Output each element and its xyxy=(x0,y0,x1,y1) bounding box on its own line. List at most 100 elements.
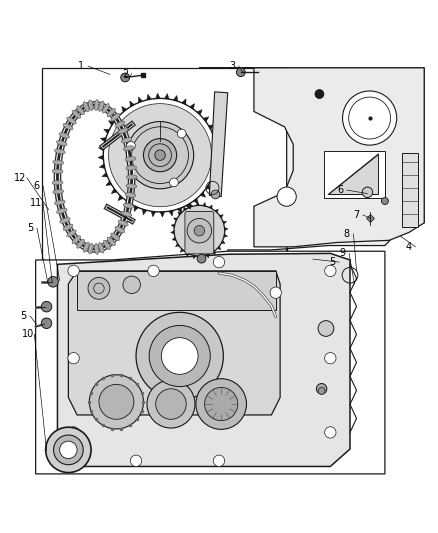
Circle shape xyxy=(213,256,225,268)
Ellipse shape xyxy=(67,230,76,237)
Circle shape xyxy=(127,122,194,189)
Polygon shape xyxy=(206,185,212,190)
Polygon shape xyxy=(180,248,184,252)
Polygon shape xyxy=(187,253,190,256)
Polygon shape xyxy=(171,224,175,228)
Ellipse shape xyxy=(52,181,63,185)
Ellipse shape xyxy=(53,160,64,165)
Ellipse shape xyxy=(126,184,137,188)
Polygon shape xyxy=(175,244,179,247)
Circle shape xyxy=(53,435,83,465)
Ellipse shape xyxy=(77,106,85,115)
Circle shape xyxy=(88,277,110,299)
Ellipse shape xyxy=(102,103,109,113)
Ellipse shape xyxy=(77,239,85,248)
Circle shape xyxy=(149,326,210,386)
Circle shape xyxy=(41,318,52,328)
Polygon shape xyxy=(193,255,196,259)
Circle shape xyxy=(211,190,220,199)
Polygon shape xyxy=(182,99,186,104)
Ellipse shape xyxy=(63,124,73,130)
Circle shape xyxy=(46,427,91,473)
Polygon shape xyxy=(130,101,134,107)
Ellipse shape xyxy=(83,102,89,112)
Text: 9: 9 xyxy=(339,248,346,259)
Ellipse shape xyxy=(118,128,128,134)
Ellipse shape xyxy=(125,157,136,161)
Polygon shape xyxy=(190,204,193,207)
Polygon shape xyxy=(184,207,187,211)
Circle shape xyxy=(68,265,79,277)
Polygon shape xyxy=(223,221,226,224)
Ellipse shape xyxy=(99,101,104,111)
Circle shape xyxy=(144,139,177,172)
Polygon shape xyxy=(224,234,228,237)
Polygon shape xyxy=(200,192,205,197)
Polygon shape xyxy=(42,68,287,260)
Polygon shape xyxy=(206,254,209,258)
Ellipse shape xyxy=(53,189,64,194)
Circle shape xyxy=(68,352,79,364)
Polygon shape xyxy=(165,94,169,99)
Polygon shape xyxy=(403,153,418,227)
Ellipse shape xyxy=(72,236,81,244)
Ellipse shape xyxy=(54,200,65,205)
Text: 5: 5 xyxy=(20,311,27,321)
Circle shape xyxy=(161,338,198,374)
Circle shape xyxy=(325,352,336,364)
Ellipse shape xyxy=(83,242,89,252)
Polygon shape xyxy=(209,92,228,197)
Circle shape xyxy=(381,198,389,205)
Polygon shape xyxy=(99,146,104,151)
Circle shape xyxy=(48,277,58,287)
Ellipse shape xyxy=(59,133,70,138)
Polygon shape xyxy=(215,142,221,146)
Text: 6: 6 xyxy=(337,185,343,195)
Ellipse shape xyxy=(57,208,67,213)
Polygon shape xyxy=(203,203,206,206)
Text: 7: 7 xyxy=(353,210,360,220)
Text: 8: 8 xyxy=(344,229,350,239)
Polygon shape xyxy=(118,195,123,201)
Text: 3: 3 xyxy=(229,61,235,71)
Circle shape xyxy=(187,219,212,243)
Ellipse shape xyxy=(126,166,137,170)
Text: 1: 1 xyxy=(78,61,85,71)
Polygon shape xyxy=(211,177,216,181)
Ellipse shape xyxy=(60,217,70,223)
Polygon shape xyxy=(173,95,177,101)
Circle shape xyxy=(177,129,186,138)
FancyBboxPatch shape xyxy=(185,212,214,254)
Polygon shape xyxy=(219,215,223,218)
Circle shape xyxy=(123,276,141,294)
Ellipse shape xyxy=(121,138,132,143)
Circle shape xyxy=(127,141,135,150)
Ellipse shape xyxy=(126,175,137,179)
Circle shape xyxy=(362,187,373,198)
Ellipse shape xyxy=(54,149,65,154)
Circle shape xyxy=(277,187,296,206)
Ellipse shape xyxy=(88,100,93,111)
Circle shape xyxy=(318,387,325,394)
Circle shape xyxy=(315,90,324,99)
Polygon shape xyxy=(254,68,424,247)
Polygon shape xyxy=(324,151,385,198)
Polygon shape xyxy=(106,181,112,185)
Polygon shape xyxy=(215,209,219,213)
Circle shape xyxy=(68,427,79,438)
Polygon shape xyxy=(197,110,202,115)
Polygon shape xyxy=(99,164,105,168)
Circle shape xyxy=(41,302,52,312)
Polygon shape xyxy=(57,253,350,466)
Polygon shape xyxy=(208,125,214,130)
Ellipse shape xyxy=(67,117,76,124)
Polygon shape xyxy=(173,218,177,221)
Circle shape xyxy=(89,375,144,429)
Ellipse shape xyxy=(121,211,132,216)
Ellipse shape xyxy=(118,220,128,226)
Circle shape xyxy=(194,225,205,236)
Polygon shape xyxy=(217,151,222,155)
Polygon shape xyxy=(203,117,209,122)
Ellipse shape xyxy=(88,243,93,254)
Polygon shape xyxy=(209,205,212,209)
